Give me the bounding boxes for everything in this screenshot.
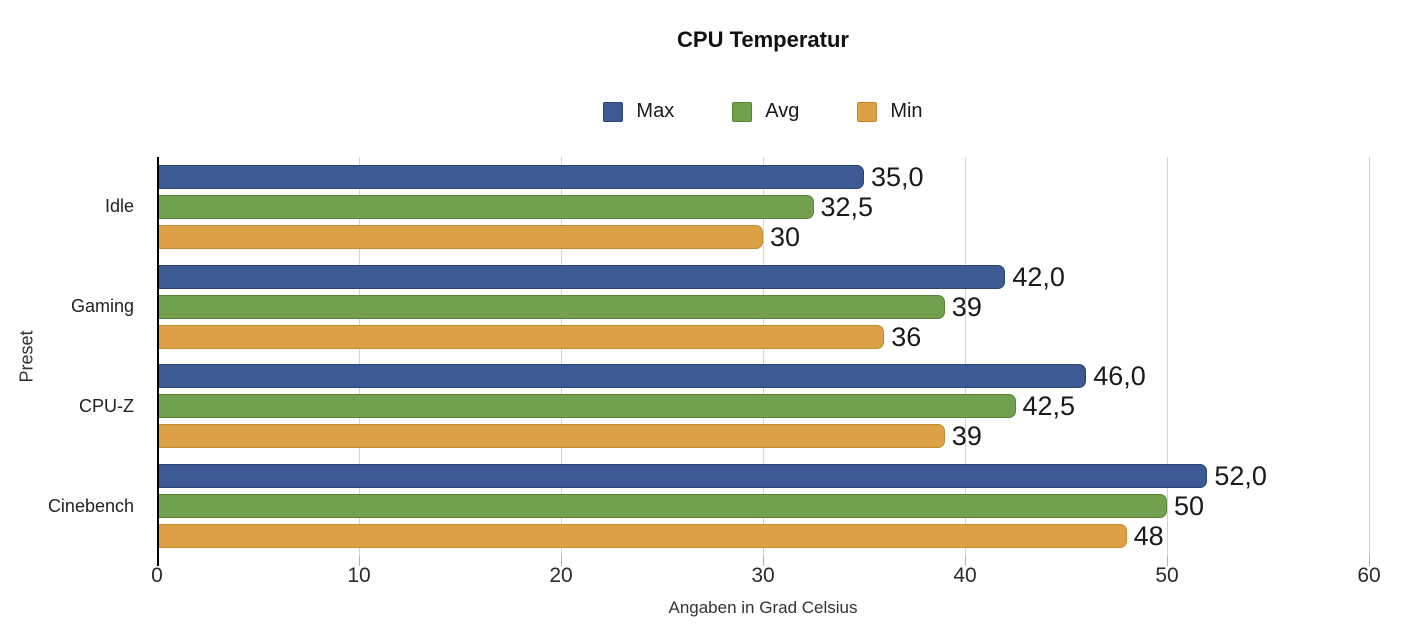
bar-line: 39 [157, 291, 1369, 322]
bar-rows: 35,0 32,5 30 42,0 39 36 46,0 42,5 39 52,0 50 48 [157, 157, 1369, 556]
legend-label: Max [636, 100, 675, 122]
x-tick-label: 40 [953, 564, 977, 587]
gridline [1167, 157, 1168, 556]
x-tick-label: 30 [751, 564, 775, 587]
y-axis-line [157, 157, 159, 566]
bar-avg [157, 194, 814, 219]
x-tick-mark [561, 556, 562, 566]
bar-line: 42,5 [157, 391, 1369, 422]
x-tick-mark [359, 556, 360, 566]
bar-line: 36 [157, 321, 1369, 352]
legend-swatch-min [857, 101, 878, 122]
x-axis-title: Angaben in Grad Celsius [668, 598, 858, 617]
bar-line: 52,0 [157, 461, 1369, 492]
gridline [561, 157, 562, 556]
bar-line: 32,5 [157, 191, 1369, 222]
bar-value-label: 39 [951, 291, 982, 322]
bar-group: 35,0 32,5 30 [157, 157, 1369, 257]
bar-value-label: 32,5 [820, 191, 874, 222]
x-tick-mark [1369, 556, 1370, 566]
bar-group: 46,0 42,5 39 [157, 357, 1369, 457]
gridline [763, 157, 764, 556]
bar-max [157, 364, 1087, 389]
gridline [1369, 157, 1370, 556]
bar-value-label: 52,0 [1214, 461, 1267, 492]
x-tick-mark [1167, 556, 1168, 566]
legend-item: Min [857, 100, 923, 123]
bar-max [157, 164, 864, 189]
bar-min [157, 224, 763, 249]
bar-value-label: 50 [1174, 491, 1205, 522]
legend-item: Avg [732, 100, 799, 123]
bar-line: 30 [157, 221, 1369, 252]
legend-swatch-max [603, 101, 624, 122]
legend-item: Max [603, 100, 674, 123]
x-tick-label: 60 [1357, 564, 1381, 587]
x-tick-label: 0 [151, 564, 163, 587]
legend-swatch-avg [732, 101, 753, 122]
bar-value-label: 48 [1133, 521, 1164, 552]
category-labels: Idle Gaming CPU-Z Cinebench [0, 157, 147, 556]
bar-value-label: 30 [770, 221, 801, 252]
bar-group: 42,0 39 36 [157, 257, 1369, 357]
x-tick-label: 50 [1155, 564, 1179, 587]
bar-min [157, 524, 1127, 549]
plot-area: 35,0 32,5 30 42,0 39 36 46,0 42,5 39 52,0 50 48 [157, 157, 1370, 566]
bar-avg [157, 494, 1167, 519]
bar-line: 39 [157, 421, 1369, 452]
chart-title: CPU Temperatur [677, 27, 849, 52]
bar-line: 50 [157, 491, 1369, 522]
legend: Max Avg Min [157, 100, 1369, 123]
bar-max [157, 264, 1006, 289]
bar-line: 48 [157, 521, 1369, 552]
legend-label: Min [890, 100, 923, 122]
bar-max [157, 464, 1208, 489]
bar-avg [157, 394, 1016, 419]
x-tick-mark [763, 556, 764, 566]
legend-label: Avg [765, 100, 800, 122]
bar-min [157, 324, 885, 349]
category-label: Idle [104, 196, 134, 217]
bar-value-label: 39 [951, 421, 982, 452]
bar-group: 52,0 50 48 [157, 456, 1369, 556]
bar-min [157, 424, 945, 449]
category-label: Gaming [70, 296, 134, 317]
bar-value-label: 42,0 [1012, 261, 1065, 292]
x-tick-label: 20 [549, 564, 573, 587]
bar-value-label: 46,0 [1093, 361, 1146, 392]
bar-line: 35,0 [157, 161, 1369, 192]
x-tick-labels: 0 10 20 30 40 50 60 [151, 564, 1381, 588]
gridline [359, 157, 360, 556]
bar-value-label: 42,5 [1022, 391, 1076, 422]
bar-value-label: 35,0 [871, 161, 924, 192]
bar-avg [157, 294, 945, 319]
x-tick-label: 10 [347, 564, 371, 587]
bar-value-label: 36 [891, 321, 922, 352]
bar-line: 42,0 [157, 261, 1369, 292]
x-tick-mark [965, 556, 966, 566]
category-label: CPU-Z [79, 395, 134, 416]
gridline [965, 157, 966, 556]
bar-line: 46,0 [157, 361, 1369, 392]
category-label: Cinebench [47, 495, 134, 516]
